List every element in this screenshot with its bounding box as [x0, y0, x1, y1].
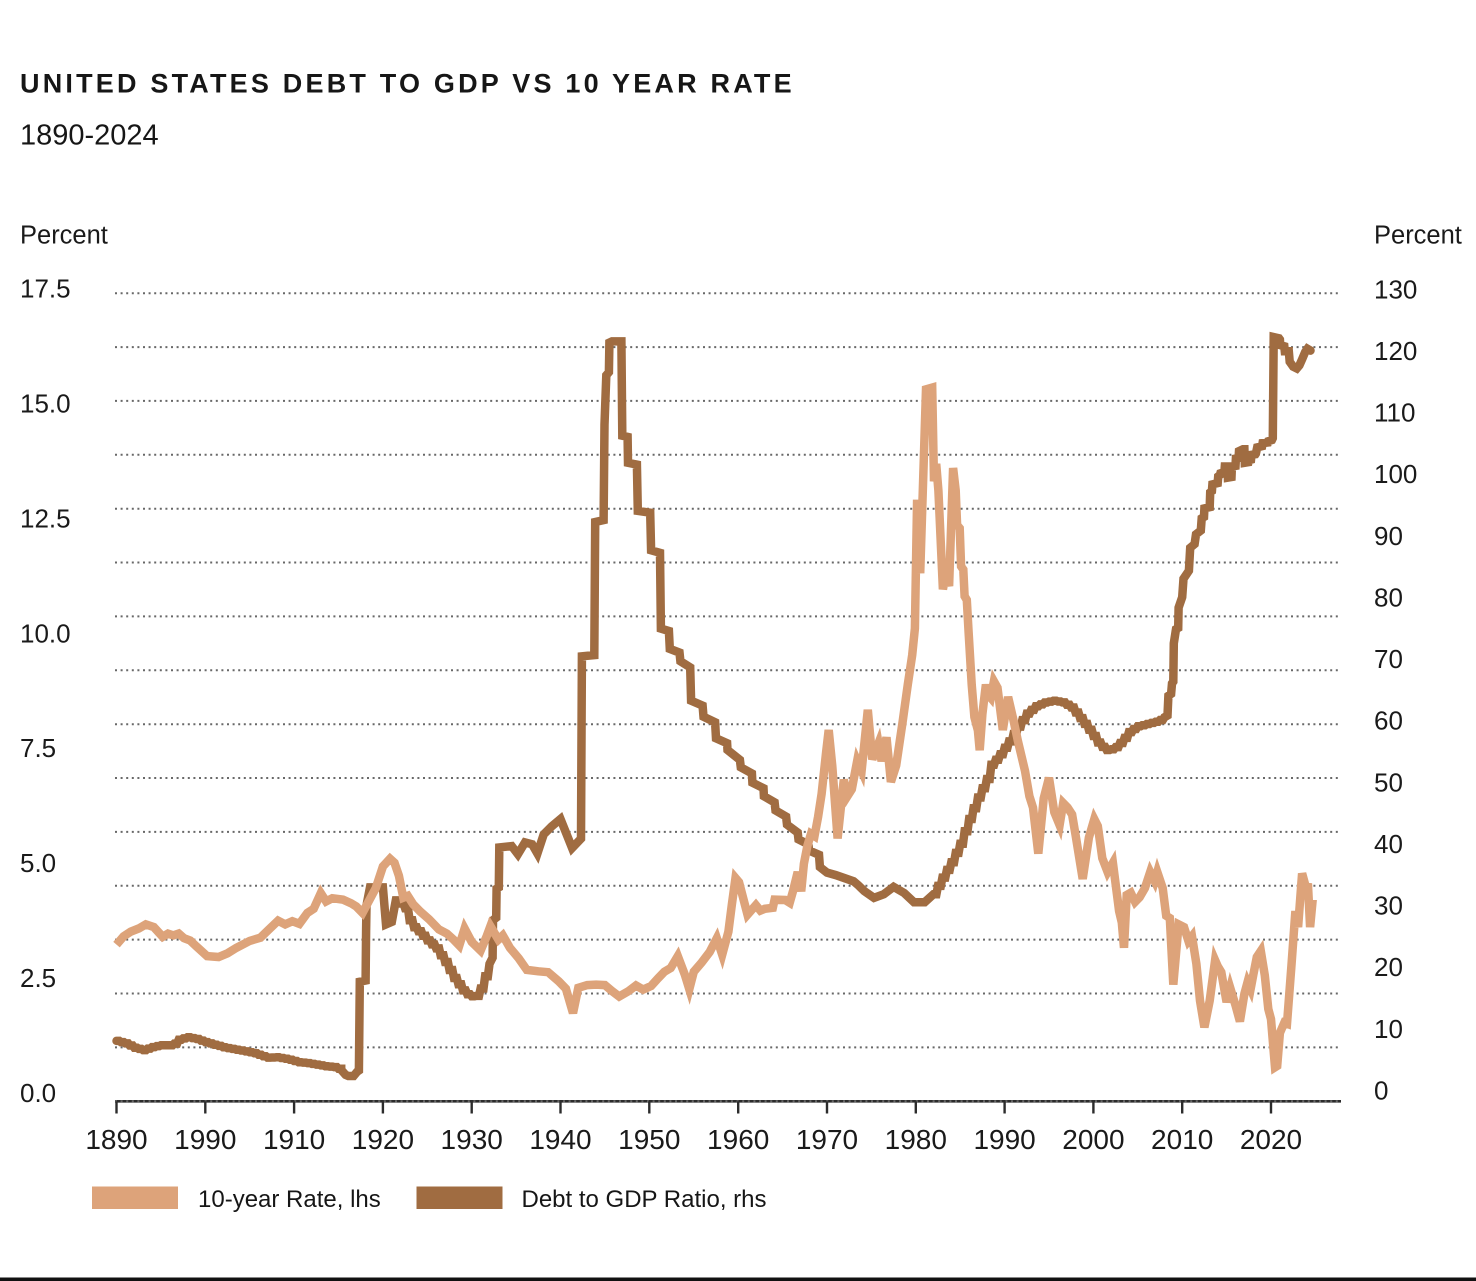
svg-text:0: 0 — [1374, 1076, 1388, 1106]
svg-text:80: 80 — [1374, 583, 1403, 613]
svg-text:10-year Rate, lhs: 10-year Rate, lhs — [198, 1186, 381, 1213]
svg-text:1990: 1990 — [174, 1124, 236, 1155]
svg-text:7.5: 7.5 — [20, 733, 56, 763]
svg-text:2000: 2000 — [1062, 1124, 1124, 1155]
svg-text:1950: 1950 — [618, 1124, 680, 1155]
svg-text:100: 100 — [1374, 459, 1417, 489]
svg-text:1890: 1890 — [85, 1124, 147, 1155]
svg-text:1960: 1960 — [707, 1124, 769, 1155]
svg-text:1990: 1990 — [973, 1124, 1035, 1155]
svg-text:130: 130 — [1374, 274, 1417, 304]
svg-text:50: 50 — [1374, 767, 1403, 797]
svg-text:1970: 1970 — [796, 1124, 858, 1155]
svg-text:110: 110 — [1374, 398, 1415, 428]
svg-text:17.5: 17.5 — [20, 274, 71, 304]
svg-text:2010: 2010 — [1151, 1124, 1213, 1155]
svg-text:1920: 1920 — [352, 1124, 414, 1155]
svg-text:60: 60 — [1374, 706, 1403, 736]
svg-text:1980: 1980 — [885, 1124, 947, 1155]
svg-text:5.0: 5.0 — [20, 848, 56, 878]
svg-text:10.0: 10.0 — [20, 618, 71, 648]
svg-text:2.5: 2.5 — [20, 963, 56, 993]
svg-text:1890-2024: 1890-2024 — [20, 120, 159, 152]
svg-text:30: 30 — [1374, 891, 1403, 921]
svg-text:Debt to GDP Ratio, rhs: Debt to GDP Ratio, rhs — [522, 1186, 767, 1213]
svg-text:Percent: Percent — [1374, 222, 1462, 250]
svg-text:Percent: Percent — [20, 222, 108, 250]
svg-text:2020: 2020 — [1240, 1124, 1302, 1155]
svg-text:120: 120 — [1374, 336, 1417, 366]
svg-text:1930: 1930 — [441, 1124, 503, 1155]
svg-text:UNITED STATES DEBT TO GDP VS 1: UNITED STATES DEBT TO GDP VS 10 YEAR RAT… — [20, 69, 795, 99]
svg-text:1940: 1940 — [529, 1124, 591, 1155]
svg-text:15.0: 15.0 — [20, 389, 71, 419]
svg-text:40: 40 — [1374, 829, 1403, 859]
svg-text:70: 70 — [1374, 644, 1403, 674]
svg-text:1910: 1910 — [263, 1124, 325, 1155]
svg-text:20: 20 — [1374, 952, 1403, 982]
svg-text:90: 90 — [1374, 521, 1403, 551]
svg-text:12.5: 12.5 — [20, 503, 71, 533]
svg-text:10: 10 — [1374, 1014, 1403, 1044]
svg-text:0.0: 0.0 — [20, 1078, 56, 1108]
